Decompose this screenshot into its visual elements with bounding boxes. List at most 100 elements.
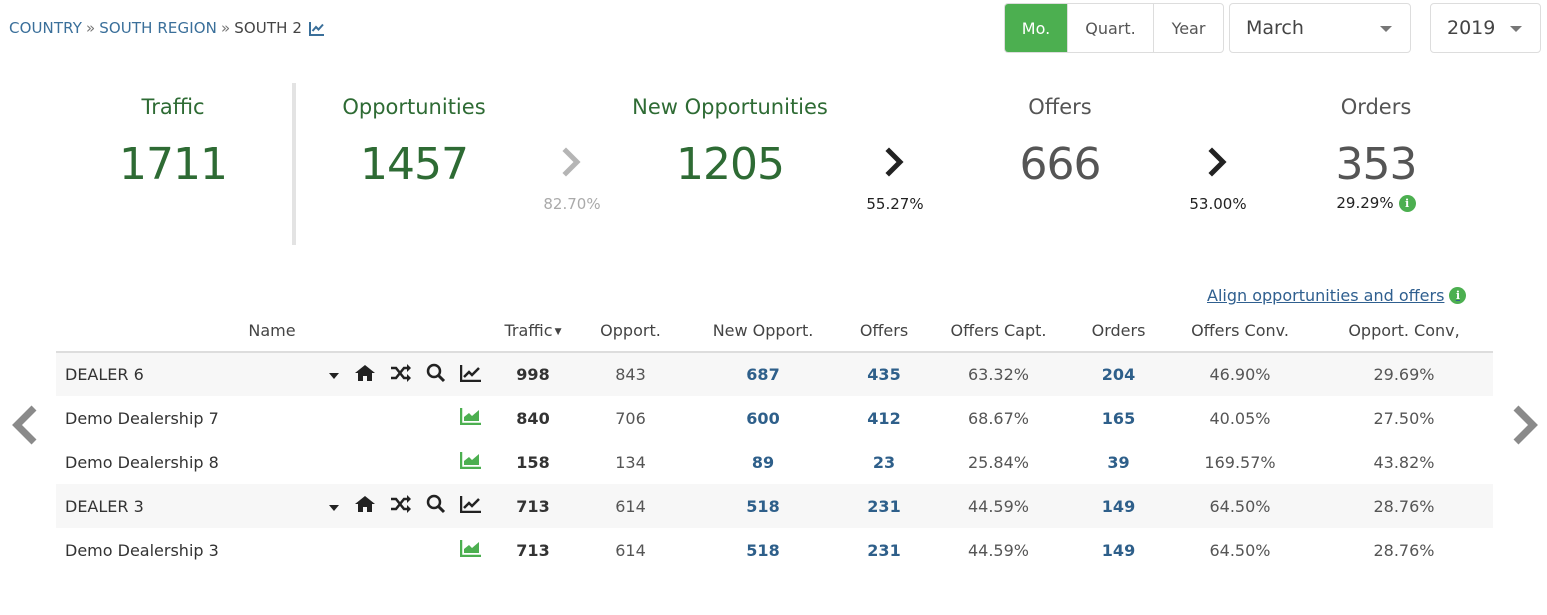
cell-offers-conv: 40.05% — [1209, 408, 1271, 428]
cell-new-opport[interactable]: 89 — [751, 452, 775, 472]
month-select[interactable]: March — [1229, 3, 1411, 53]
chart-line-icon[interactable] — [459, 364, 482, 386]
col-offers-capt[interactable]: Offers Capt. — [925, 310, 1072, 353]
table-row[interactable]: Demo Dealership 7 840 706 600 412 68.67%… — [56, 396, 1493, 440]
col-opport[interactable]: Opport. — [578, 310, 683, 353]
col-traffic[interactable]: Traffic ▼ — [488, 310, 578, 353]
cell-offers-conv: 46.90% — [1165, 352, 1315, 396]
caret-down-icon[interactable] — [328, 365, 340, 384]
shuffle-icon[interactable] — [390, 363, 412, 386]
chevron-right-icon — [855, 147, 935, 187]
table-row[interactable]: DEALER 6 998 843 687 435 63.32% 204 46.9… — [56, 352, 1493, 396]
cell-new-opport[interactable]: 600 — [746, 408, 780, 428]
kpi-divider — [292, 83, 296, 245]
breadcrumb-current: SOUTH 2 — [234, 19, 302, 37]
cell-opport: 134 — [615, 452, 646, 472]
cell-new-opport[interactable]: 518 — [746, 540, 780, 560]
cell-traffic: 158 — [516, 452, 550, 472]
chevron-down-icon — [1510, 26, 1522, 32]
col-name[interactable]: Name — [56, 310, 488, 353]
cell-orders[interactable]: 149 — [1101, 540, 1136, 560]
cell-new-opport[interactable]: 687 — [683, 352, 843, 396]
kpi-value: 666 — [1019, 139, 1102, 190]
year-select[interactable]: 2019 — [1430, 3, 1541, 53]
info-icon[interactable]: i — [1398, 194, 1416, 212]
cell-offers-conv: 169.57% — [1204, 452, 1276, 472]
conversion-offers-to-orders: 53.00% — [1178, 147, 1258, 213]
align-opportunities-link[interactable]: Align opportunities and offers i — [1207, 286, 1467, 305]
info-icon[interactable]: i — [1449, 287, 1467, 304]
conversion-pct: 53.00% — [1189, 195, 1247, 213]
row-actions — [306, 352, 488, 396]
col-offers-conv[interactable]: Offers Conv. — [1165, 310, 1315, 353]
col-traffic-label: Traffic — [504, 321, 553, 340]
conversion-pct: 82.70% — [543, 195, 601, 213]
caret-down-icon[interactable] — [328, 497, 340, 516]
orders-conversion: 29.29% i — [1306, 194, 1446, 212]
cell-opport: 614 — [615, 540, 646, 560]
cell-orders[interactable]: 204 — [1072, 352, 1165, 396]
conversion-new-to-offers: 55.27% — [855, 147, 935, 213]
cell-offers-capt: 63.32% — [925, 352, 1072, 396]
cell-offers[interactable]: 231 — [867, 540, 901, 560]
col-offers[interactable]: Offers — [843, 310, 925, 353]
cell-opport: 614 — [578, 484, 683, 528]
chart-area-icon[interactable] — [459, 408, 482, 429]
home-icon[interactable] — [354, 364, 376, 386]
search-icon[interactable] — [426, 363, 446, 387]
table-row[interactable]: Demo Dealership 8 158 134 89 23 25.84% 3… — [56, 440, 1493, 484]
search-icon[interactable] — [426, 494, 446, 518]
breadcrumb-country[interactable]: COUNTRY — [9, 19, 82, 37]
chart-line-icon[interactable] — [309, 21, 325, 36]
table-row[interactable]: DEALER 3 713 614 518 231 44.59% 149 64.5… — [56, 484, 1493, 528]
row-name[interactable]: Demo Dealership 3 — [65, 540, 219, 560]
align-link-label: Align opportunities and offers — [1207, 286, 1445, 305]
conversion-pct: 55.27% — [866, 195, 924, 213]
cell-offers[interactable]: 435 — [843, 352, 925, 396]
next-arrow-icon[interactable] — [1508, 405, 1540, 445]
cell-offers[interactable]: 23 — [872, 452, 896, 472]
chevron-right-icon — [532, 147, 612, 187]
chevron-down-icon — [1380, 26, 1392, 32]
kpi-value: 1457 — [360, 139, 469, 190]
period-year-button[interactable]: Year — [1153, 4, 1223, 52]
chart-line-icon[interactable] — [459, 495, 482, 517]
table-row[interactable]: Demo Dealership 3 713 614 518 231 44.59%… — [56, 528, 1493, 572]
row-name[interactable]: Demo Dealership 8 — [65, 452, 219, 472]
breadcrumb-south-region[interactable]: SOUTH REGION — [99, 19, 217, 37]
cell-orders[interactable]: 39 — [1107, 452, 1130, 472]
cell-traffic: 998 — [488, 352, 578, 396]
prev-arrow-icon[interactable] — [10, 405, 42, 445]
row-actions — [306, 484, 488, 528]
chart-area-icon[interactable] — [459, 540, 482, 561]
period-quarter-button[interactable]: Quart. — [1067, 4, 1153, 52]
kpi-opportunities: Opportunities 1457 — [314, 95, 514, 190]
cell-offers-conv: 64.50% — [1209, 540, 1271, 560]
month-select-value: March — [1246, 17, 1304, 39]
kpi-new-opportunities: New Opportunities 1205 — [610, 95, 850, 190]
chart-area-icon[interactable] — [459, 452, 482, 473]
cell-offers[interactable]: 231 — [843, 484, 925, 528]
row-name[interactable]: DEALER 3 — [56, 484, 306, 528]
period-month-button[interactable]: Mo. — [1005, 4, 1067, 52]
col-opport-conv[interactable]: Opport. Conv, — [1315, 310, 1493, 353]
cell-opport-conv: 43.82% — [1373, 452, 1435, 472]
kpi-label: Opportunities — [342, 95, 486, 119]
cell-orders[interactable]: 165 — [1101, 408, 1136, 428]
shuffle-icon[interactable] — [390, 495, 412, 517]
chevron-right-icon — [1178, 147, 1258, 187]
year-select-value: 2019 — [1447, 17, 1496, 39]
kpi-label: Offers — [1028, 95, 1092, 119]
cell-offers[interactable]: 412 — [867, 408, 901, 428]
cell-new-opport[interactable]: 518 — [683, 484, 843, 528]
cell-orders[interactable]: 149 — [1072, 484, 1165, 528]
cell-offers-capt: 68.67% — [967, 408, 1029, 428]
col-orders[interactable]: Orders — [1072, 310, 1165, 353]
home-icon[interactable] — [354, 495, 376, 517]
conversion-opp-to-new: 82.70% — [532, 147, 612, 213]
row-name[interactable]: Demo Dealership 7 — [65, 408, 219, 428]
row-name[interactable]: DEALER 6 — [56, 352, 306, 396]
orders-conversion-pct: 29.29% — [1336, 194, 1394, 212]
col-new-opport[interactable]: New Opport. — [683, 310, 843, 353]
table-header-row: Name Traffic ▼ Opport. New Opport. Offers… — [56, 310, 1493, 353]
